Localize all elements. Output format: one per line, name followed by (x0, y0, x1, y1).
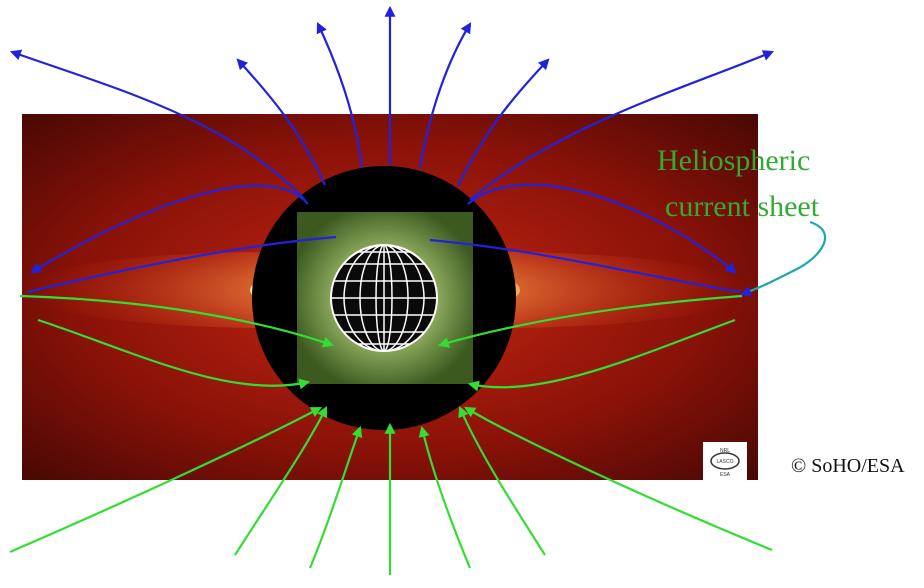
current-sheet-label-line1: Heliospheric (657, 144, 811, 177)
logo-bottom-text: ESA (720, 472, 731, 478)
sun-grid (330, 244, 438, 352)
lower-field-lines (9, 294, 773, 575)
current-sheet-leader (739, 220, 826, 297)
logo-center-text: LASCO (717, 459, 734, 465)
logo-top-text: NRL (720, 448, 730, 454)
lasco-logo: NRL LASCO ESA (703, 442, 747, 480)
upper-field-lines (9, 5, 775, 294)
image-credit: © SoHO/ESA (791, 455, 905, 477)
current-sheet-label-line2: current sheet (665, 190, 820, 223)
